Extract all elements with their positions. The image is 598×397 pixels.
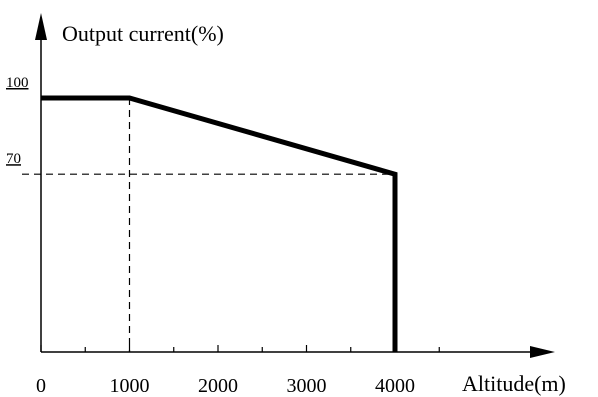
x-axis-label: Altitude(m): [462, 371, 566, 396]
x-ticks: 0 1000 2000 3000 4000: [36, 345, 440, 397]
y-tick-label: 100: [6, 75, 29, 91]
x-axis-arrow-icon: [530, 346, 555, 358]
reference-lines: [22, 98, 395, 352]
x-tick-label: 0: [36, 375, 46, 397]
data-point: [394, 351, 396, 353]
data-point: [394, 173, 396, 175]
x-tick-label: 1000: [110, 375, 150, 397]
y-tick-label: 70: [6, 151, 21, 167]
x-tick-label: 2000: [198, 375, 238, 397]
series-group: [40, 95, 398, 353]
y-axis-arrow-icon: [35, 13, 47, 40]
axes: [35, 13, 555, 358]
x-tick-label: 4000: [375, 375, 415, 397]
data-point: [129, 97, 130, 99]
data-point: [40, 97, 42, 99]
derating-curve: [41, 95, 398, 352]
x-tick-label: 3000: [287, 375, 327, 397]
y-axis-label: Output current(%): [62, 21, 224, 46]
